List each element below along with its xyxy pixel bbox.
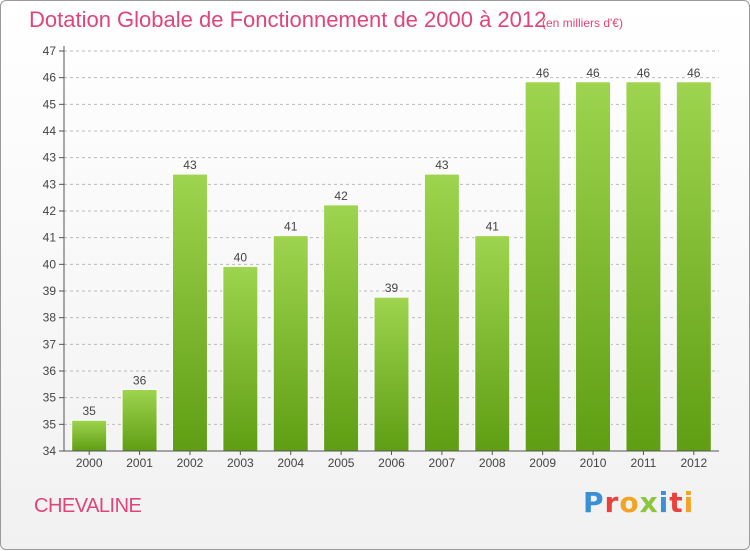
data-label: 41 [486, 220, 500, 234]
bar [675, 81, 712, 452]
proxiti-logo[interactable]: Proxiti [583, 486, 694, 519]
bar [524, 81, 561, 452]
data-label: 42 [334, 189, 348, 203]
y-tick-label: 44 [43, 124, 57, 138]
x-tick-label: 2009 [529, 456, 556, 470]
data-label: 39 [385, 281, 399, 295]
data-label: 46 [637, 66, 651, 80]
x-tick-label: 2010 [580, 456, 607, 470]
bar [423, 173, 460, 452]
y-tick-label: 36 [43, 364, 57, 378]
bar [171, 173, 208, 452]
data-label: 46 [536, 66, 550, 80]
bar [272, 235, 309, 452]
chart-title: Dotation Globale de Fonctionnement de 20… [29, 7, 547, 32]
y-tick-label: 35 [43, 391, 57, 405]
y-tick-label: 35 [43, 417, 57, 431]
logo-letter: x [639, 486, 659, 519]
bar [625, 81, 662, 452]
y-tick-label: 47 [43, 44, 57, 58]
logo-letter: r [604, 486, 620, 519]
data-label: 46 [687, 66, 701, 80]
y-tick-label: 43 [43, 151, 57, 165]
x-tick-label: 2005 [328, 456, 355, 470]
y-tick-label: 46 [43, 71, 57, 85]
y-tick-label: 34 [43, 444, 57, 458]
logo-letter: t [669, 486, 684, 519]
data-label: 43 [435, 158, 449, 172]
axes: 34 35 35 36 37 38 39 40 41 42 43 43 44 45 46 47 2000 2001… [43, 44, 719, 470]
data-label: 35 [83, 404, 97, 418]
y-tick-label: 45 [43, 97, 57, 111]
x-tick-label: 2000 [76, 456, 103, 470]
x-tick-label: 2011 [631, 456, 657, 470]
data-label: 43 [183, 158, 197, 172]
y-tick-label: 40 [43, 257, 57, 271]
logo-letter: i [683, 486, 695, 519]
bar [373, 296, 410, 452]
data-label: 46 [586, 66, 600, 80]
x-tick-label: 2007 [429, 456, 456, 470]
x-tick-label: 2004 [277, 456, 304, 470]
bar [222, 265, 259, 452]
bar [121, 388, 158, 452]
y-tick-label: 41 [43, 231, 57, 245]
y-tick-label: 39 [43, 284, 57, 298]
commune-name: CHEVALINE [34, 495, 142, 517]
data-label: 41 [284, 220, 298, 234]
data-label: 40 [234, 250, 248, 264]
x-tick-label: 2006 [378, 456, 405, 470]
x-tick-label: 2008 [479, 456, 506, 470]
y-tick-label: 38 [43, 311, 57, 325]
y-tick-label: 37 [43, 337, 57, 351]
x-tick-label: 2002 [177, 456, 204, 470]
y-tick-label: 43 [43, 177, 57, 191]
data-label: 36 [133, 373, 147, 387]
y-tick-label: 42 [43, 204, 57, 218]
logo-letter: o [619, 486, 640, 519]
bar [575, 81, 612, 452]
bar [474, 235, 511, 452]
logo-letter: i [658, 486, 670, 519]
bar [71, 419, 108, 452]
bar [323, 204, 360, 452]
logo-letter: P [583, 486, 605, 519]
chart-unit-note: (en milliers d'€) [542, 16, 623, 30]
x-tick-label: 2003 [227, 456, 254, 470]
x-tick-label: 2001 [126, 456, 153, 470]
x-tick-label: 2012 [680, 456, 707, 470]
bars: 35 36 43 40 41 42 39 43 41 46 46 46 46 [71, 66, 712, 452]
